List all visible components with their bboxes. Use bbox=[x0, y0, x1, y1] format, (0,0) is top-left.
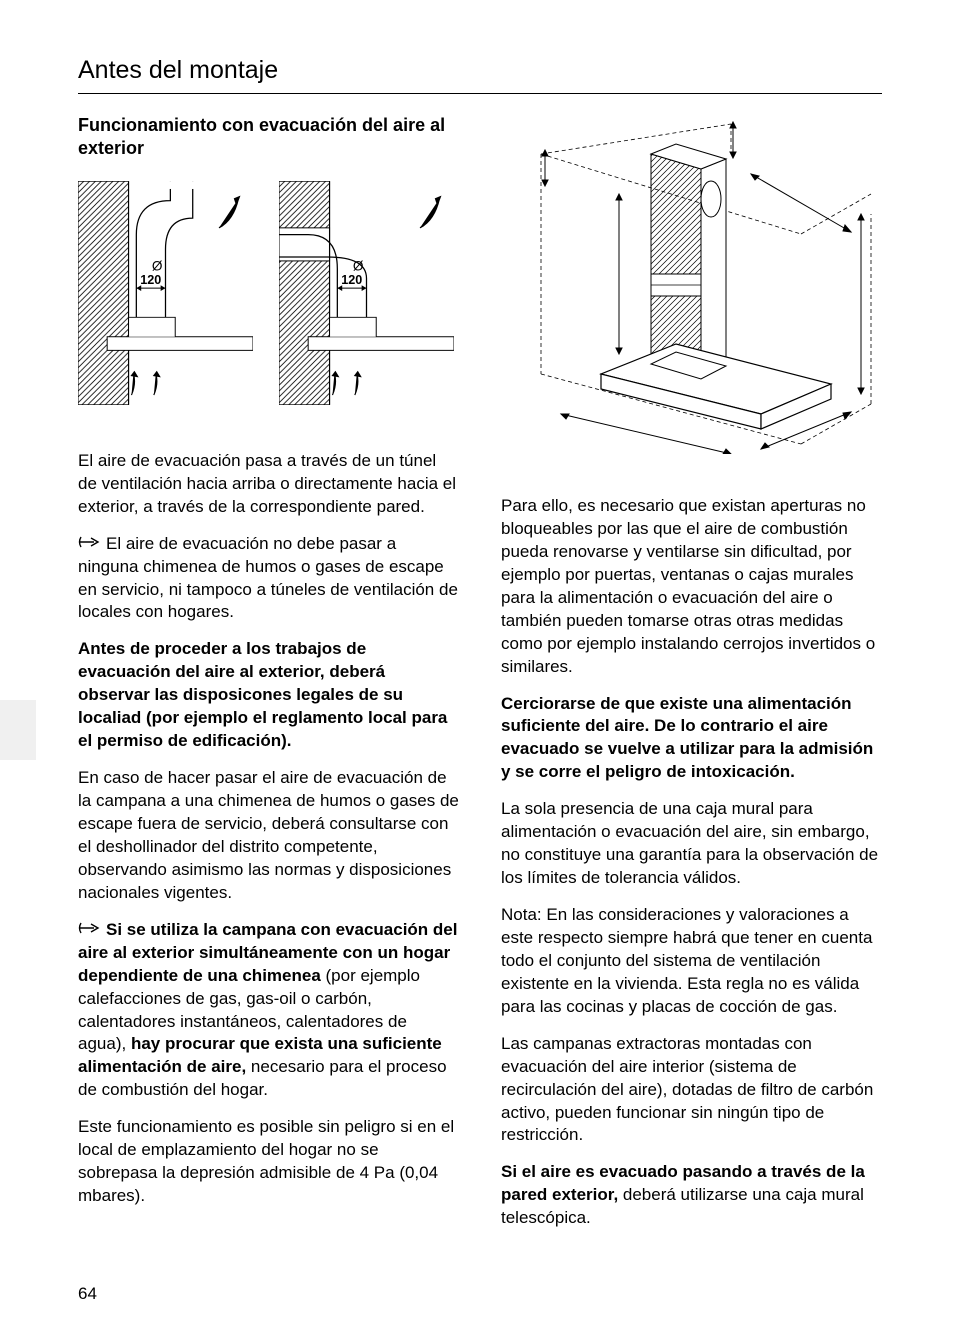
right-p1: Para ello, es necesario que existan aper… bbox=[501, 495, 882, 679]
right-p5: Las campanas extractoras montadas con ev… bbox=[501, 1033, 882, 1148]
hand-icon bbox=[78, 919, 102, 942]
right-column: Para ello, es necesario que existan aper… bbox=[501, 114, 882, 1244]
left-p1: El aire de evacuación pasa a través de u… bbox=[78, 450, 459, 519]
diameter-label: 120 bbox=[140, 273, 161, 287]
left-p4: En caso de hacer pasar el aire de evacua… bbox=[78, 767, 459, 905]
svg-text:120: 120 bbox=[341, 273, 362, 287]
page-title: Antes del montaje bbox=[78, 56, 882, 94]
left-p6: Este funcionamiento es posible sin pelig… bbox=[78, 1116, 459, 1208]
right-p6: Si el aire es evacuado pasando a través … bbox=[501, 1161, 882, 1230]
left-column: Funcionamiento con evacuación del aire a… bbox=[78, 114, 459, 1244]
right-p3: La sola presencia de una caja mural para… bbox=[501, 798, 882, 890]
isometric-diagram bbox=[501, 114, 882, 459]
hand-icon bbox=[78, 533, 102, 556]
diagram-wall-vent: Ø 120 bbox=[279, 181, 460, 410]
exhaust-diagrams: Ø 120 bbox=[78, 181, 459, 410]
left-p2: El aire de evacuación no debe pasar a ni… bbox=[78, 533, 459, 625]
diagram-vertical-vent: Ø 120 bbox=[78, 181, 259, 410]
left-p5: Si se utiliza la campana con evacuación … bbox=[78, 919, 459, 1103]
right-p4: Nota: En las consideraciones y valoracio… bbox=[501, 904, 882, 1019]
right-p2: Cerciorarse de que existe una alimenta­c… bbox=[501, 693, 882, 785]
svg-text:Ø: Ø bbox=[352, 258, 363, 273]
left-p3: Antes de proceder a los trabajos de evac… bbox=[78, 638, 459, 753]
margin-tab bbox=[0, 700, 36, 760]
left-subhead: Funcionamiento con evacuación del aire a… bbox=[78, 114, 459, 161]
content-columns: Funcionamiento con evacuación del aire a… bbox=[78, 114, 882, 1244]
page-number: 64 bbox=[78, 1284, 97, 1304]
svg-text:Ø: Ø bbox=[152, 258, 163, 273]
